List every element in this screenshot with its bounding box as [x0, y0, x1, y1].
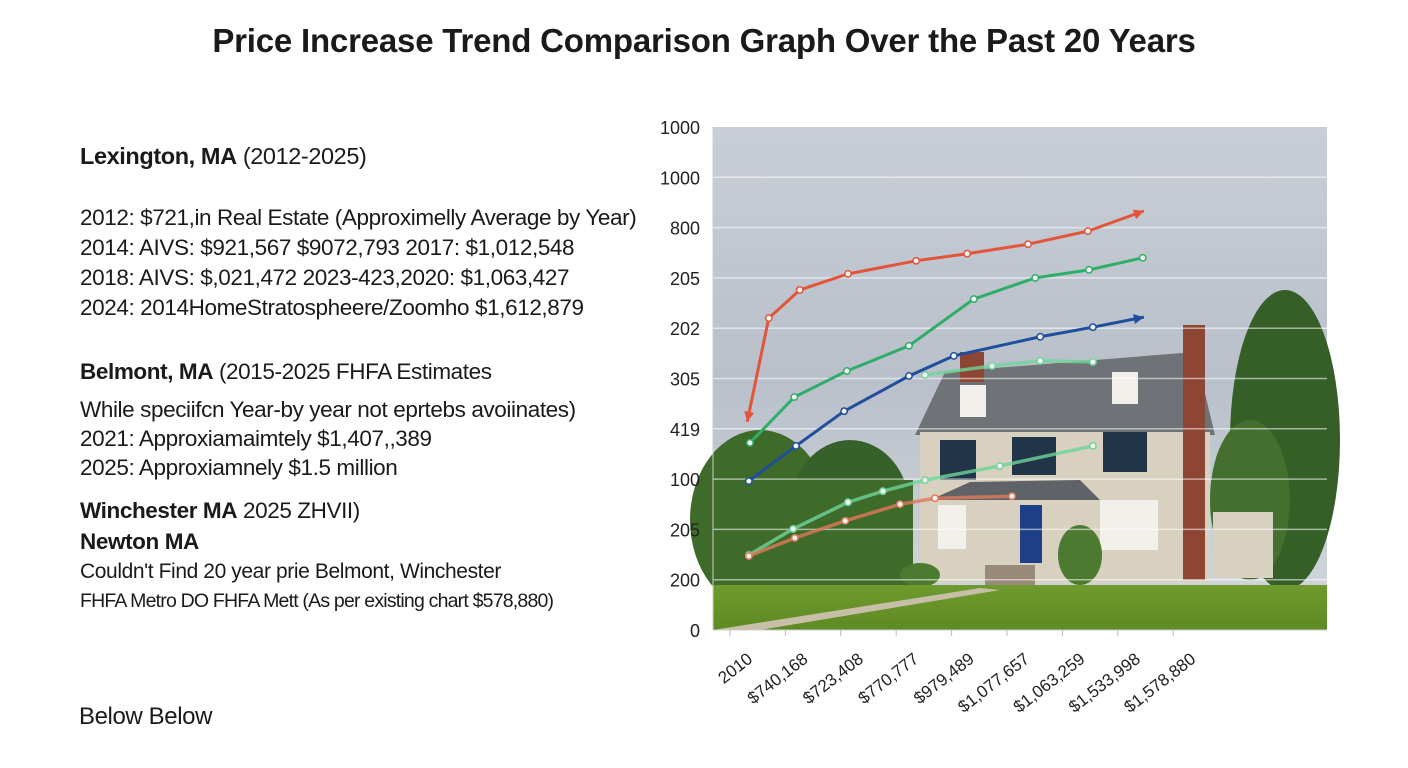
lawn: [713, 585, 1327, 630]
winchester-heading-suffix: 2025 ZHVII): [237, 498, 360, 523]
belmont-section: Belmont, MA (2015-2025 FHFA Estimates Wh…: [80, 357, 576, 483]
data-point: [1088, 323, 1097, 332]
lexington-heading-suffix: (2012-2025): [236, 143, 367, 169]
y-tick-label: 1000: [660, 118, 700, 138]
belmont-heading-bold: Belmont, MA: [80, 359, 214, 384]
arrowhead: [1132, 209, 1144, 220]
data-point: [1138, 253, 1147, 262]
belmont-line: 2021: Approxiamaimtely $1,407,,389: [80, 426, 432, 451]
data-point: [904, 372, 913, 380]
data-point: [904, 341, 913, 350]
x-tick-label: $740,168: [744, 649, 812, 708]
data-point: [840, 407, 849, 416]
data-point: [896, 500, 905, 509]
x-tick-label: $770,777: [855, 649, 923, 708]
series-lines: [744, 209, 1147, 561]
data-point: [1088, 357, 1097, 366]
y-tick-label: 205: [670, 520, 700, 540]
chart-title: Price Increase Trend Comparison Graph Ov…: [212, 22, 1196, 59]
lexington-heading-bold: Lexington, MA: [80, 143, 237, 169]
lexington-line: 2018: AIVS: $,021,472 2023-423,2020: $1,…: [80, 265, 570, 290]
data-point: [1024, 240, 1033, 249]
series-line: [747, 315, 1145, 483]
lexington-line: 2014: AIVS: $921,567 $9072,793 2017: $1,…: [80, 235, 575, 260]
lexington-line: 2024: 2014HomeStratospheere/Zoomho $1,61…: [80, 295, 584, 320]
data-point: [791, 441, 800, 450]
belmont-line: While speciifcn Year-by year not eprtebs…: [80, 397, 576, 422]
newton-line: FHFA Metro DO FHFA Mett (As per existing…: [80, 590, 554, 612]
data-point: [921, 476, 929, 485]
data-point: [969, 295, 978, 303]
arrowhead: [744, 410, 755, 422]
winchester-heading-bold: Winchester MA: [80, 498, 238, 523]
data-point: [949, 351, 958, 360]
data-point: [912, 256, 921, 265]
y-tick-label: 800: [670, 219, 700, 239]
y-tick-label: 0: [690, 621, 700, 641]
series-line: [748, 256, 1144, 444]
y-tick-label: 419: [670, 420, 700, 440]
data-point: [764, 314, 773, 323]
winchester-heading: Winchester MA 2025 ZHVII): [80, 496, 553, 526]
y-tick-label: 205: [670, 269, 700, 289]
data-point: [745, 438, 754, 447]
series-line: [748, 494, 1013, 558]
lexington-line: 2012: $721,in Real Estate (Approximelly …: [80, 205, 637, 230]
y-tick-labels: 0 200 205 100 419 305 202 205 800 1000 1000: [660, 118, 700, 641]
y-tick-label: 202: [670, 319, 700, 339]
y-tick-label: 305: [670, 370, 700, 390]
data-point: [1008, 492, 1016, 501]
x-tick-label: $723,408: [799, 649, 867, 708]
data-point: [744, 552, 753, 561]
belmont-heading-suffix: (2015-2025 FHFA Estimates: [213, 359, 492, 384]
lexington-heading: Lexington, MA (2012-2025): [80, 141, 636, 171]
footer-text: Below Below: [79, 703, 213, 730]
data-point: [931, 494, 939, 503]
winchester-section: Winchester MA 2025 ZHVII) Newton MA Coul…: [80, 496, 554, 616]
newton-line: Couldn't Find 20 year prie Belmont, Winc…: [80, 560, 501, 583]
data-point: [878, 487, 887, 496]
data-point: [1036, 332, 1045, 341]
data-point: [790, 393, 799, 402]
newton-heading: Newton MA: [80, 529, 199, 554]
x-tick-label: 2010: [715, 649, 757, 687]
data-point: [995, 462, 1004, 470]
data-point: [963, 249, 972, 258]
data-point: [841, 516, 850, 525]
data-point: [1031, 273, 1040, 282]
data-point: [789, 524, 798, 533]
series-line: [924, 359, 1093, 377]
data-point: [790, 534, 799, 542]
house: [900, 325, 1273, 587]
data-point: [844, 498, 852, 507]
x-tick-labels: 2010$740,168$723,408$770,777$979,489$1,0…: [715, 630, 1199, 717]
data-point: [844, 269, 852, 278]
data-point: [744, 477, 753, 486]
y-tick-label: 100: [670, 470, 700, 490]
y-tick-label: 200: [670, 571, 700, 591]
data-point: [795, 286, 804, 294]
path: [713, 588, 1000, 630]
lexington-section: Lexington, MA (2012-2025) 2012: $721,in …: [80, 141, 637, 323]
data-point: [1036, 356, 1045, 365]
data-point: [1088, 441, 1097, 450]
belmont-heading: Belmont, MA (2015-2025 FHFA Estimates: [80, 357, 576, 387]
y-tick-label: 1000: [660, 168, 700, 188]
data-point: [1083, 227, 1092, 236]
belmont-line: 2025: Approxiamnely $1.5 million: [80, 455, 398, 480]
data-point: [842, 367, 851, 375]
data-point: [1085, 265, 1093, 274]
data-point: [921, 371, 929, 379]
arrowhead: [1133, 314, 1144, 324]
data-point: [988, 361, 996, 370]
